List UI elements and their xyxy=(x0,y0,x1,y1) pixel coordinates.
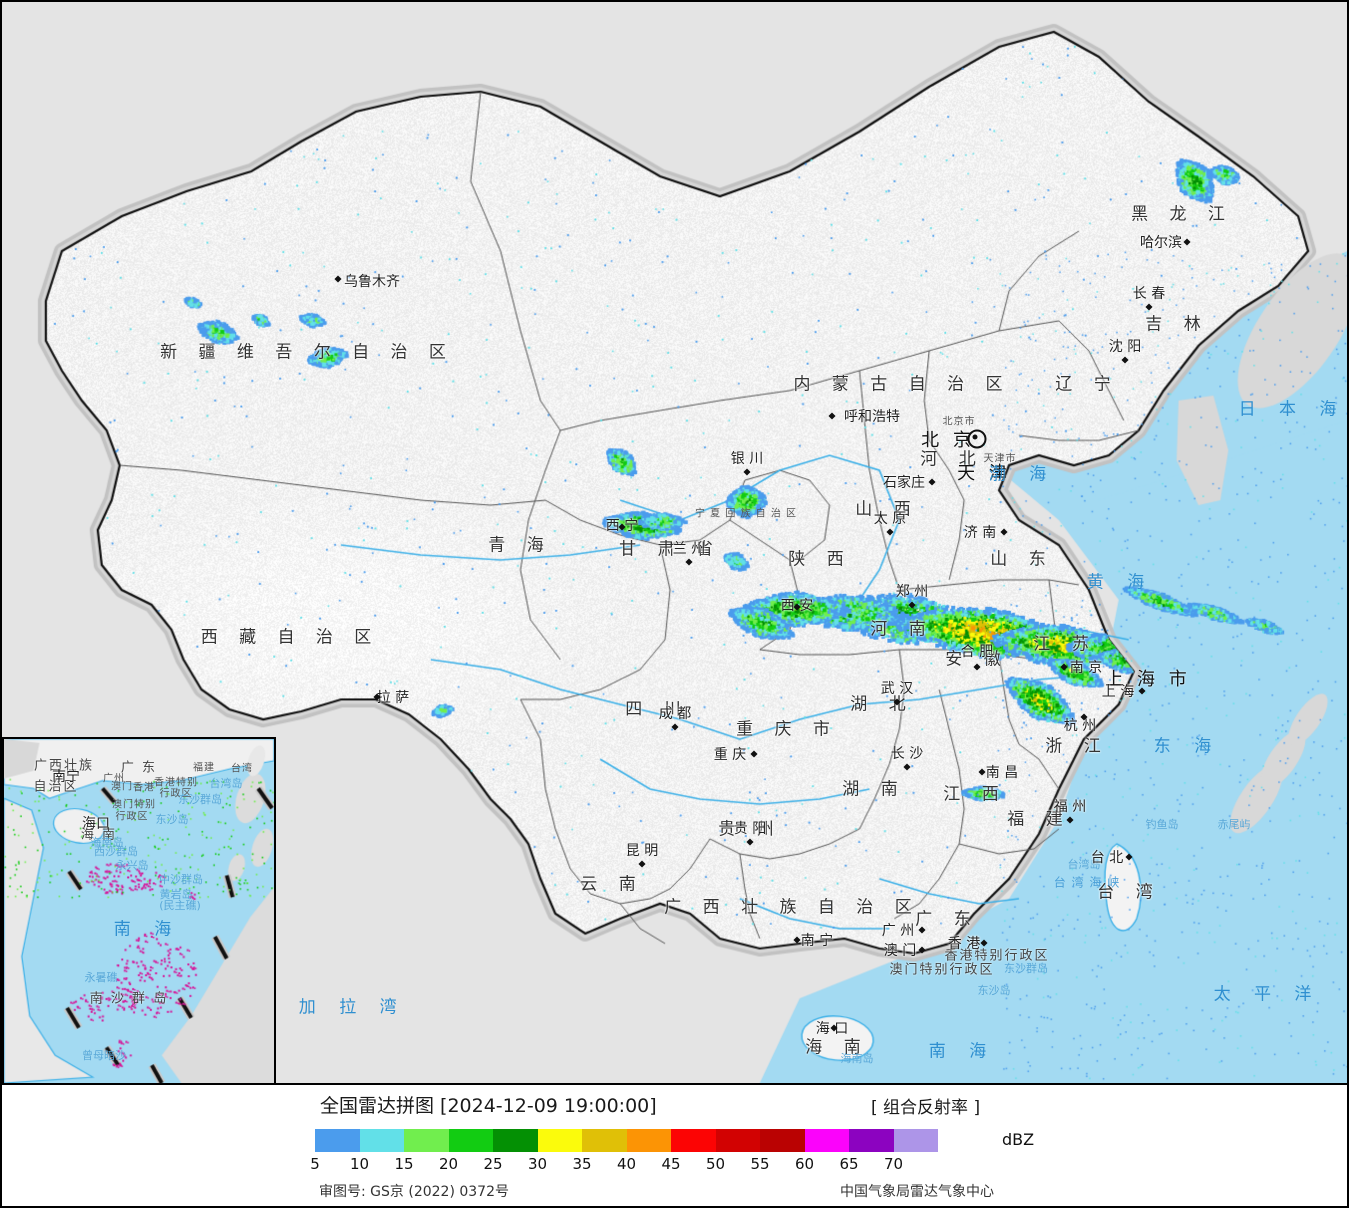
dbz-colorbar xyxy=(315,1129,938,1152)
colorbar-tick: 45 xyxy=(661,1155,681,1173)
colorbar-swatch-65 xyxy=(849,1129,894,1152)
legend-title: 全国雷达拼图 [2024-12-09 19:00:00] xyxy=(320,1095,657,1117)
colorbar-tick: 70 xyxy=(883,1155,904,1173)
colorbar-tick: 50 xyxy=(705,1155,726,1173)
dbz-unit-label: dBZ xyxy=(1002,1130,1035,1149)
colorbar-swatch-40 xyxy=(626,1129,671,1152)
issuing-agency: 中国气象局雷达气象中心 xyxy=(840,1184,994,1200)
colorbar-swatch-60 xyxy=(804,1129,849,1152)
legend-title-row: 全国雷达拼图 [2024-12-09 19:00:00] [ 组合反射率 ] xyxy=(2,1091,1349,1118)
colorbar-swatch-70 xyxy=(893,1129,938,1152)
colorbar-tick: 60 xyxy=(794,1155,815,1173)
colorbar-swatch-20 xyxy=(448,1129,493,1152)
colorbar-swatch-5 xyxy=(315,1129,360,1152)
legend-panel: 全国雷达拼图 [2024-12-09 19:00:00] [ 组合反射率 ] 5… xyxy=(0,1085,1349,1208)
map-approval-number: 审图号: GS京 (2022) 0372号 xyxy=(319,1184,509,1200)
inset-canvas xyxy=(4,739,274,1083)
map-panel[interactable]: 黑 龙 江吉 林辽 宁内 蒙 古 自 治 区新 疆 维 吾 尔 自 治 区西 藏… xyxy=(0,0,1349,1085)
colorbar-swatch-15 xyxy=(404,1129,449,1152)
colorbar-tick: 25 xyxy=(483,1155,503,1173)
colorbar-swatch-25 xyxy=(493,1129,538,1152)
colorbar-tick: 40 xyxy=(616,1155,637,1173)
dbz-colorbar-ticks: 5 10 15 20 25 30 35 40 45 50 55 60 65 70 xyxy=(310,1155,1015,1175)
colorbar-tick: 5 xyxy=(310,1155,320,1173)
colorbar-swatch-30 xyxy=(537,1129,582,1152)
colorbar-tick: 15 xyxy=(394,1155,414,1173)
colorbar-tick: 10 xyxy=(349,1155,370,1173)
colorbar-tick: 20 xyxy=(438,1155,459,1173)
colorbar-tick: 35 xyxy=(572,1155,592,1173)
south-china-sea-inset[interactable]: 广西壮族 自治区广 东福建 台湾 南宁 广州 香港 澳门 香港特别 行政区 澳门特别 行政区 台湾岛东… xyxy=(2,737,276,1083)
colorbar-tick: 30 xyxy=(527,1155,548,1173)
capital-marker-icon xyxy=(967,429,987,449)
colorbar-swatch-50 xyxy=(715,1129,760,1152)
colorbar-tick: 65 xyxy=(839,1155,859,1173)
colorbar-swatch-35 xyxy=(582,1129,627,1152)
colorbar-swatch-10 xyxy=(359,1129,404,1152)
legend-product-label: [ 组合反射率 ] xyxy=(871,1098,981,1118)
colorbar-swatch-55 xyxy=(760,1129,805,1152)
colorbar-swatch-45 xyxy=(671,1129,716,1152)
colorbar-tick: 55 xyxy=(750,1155,770,1173)
